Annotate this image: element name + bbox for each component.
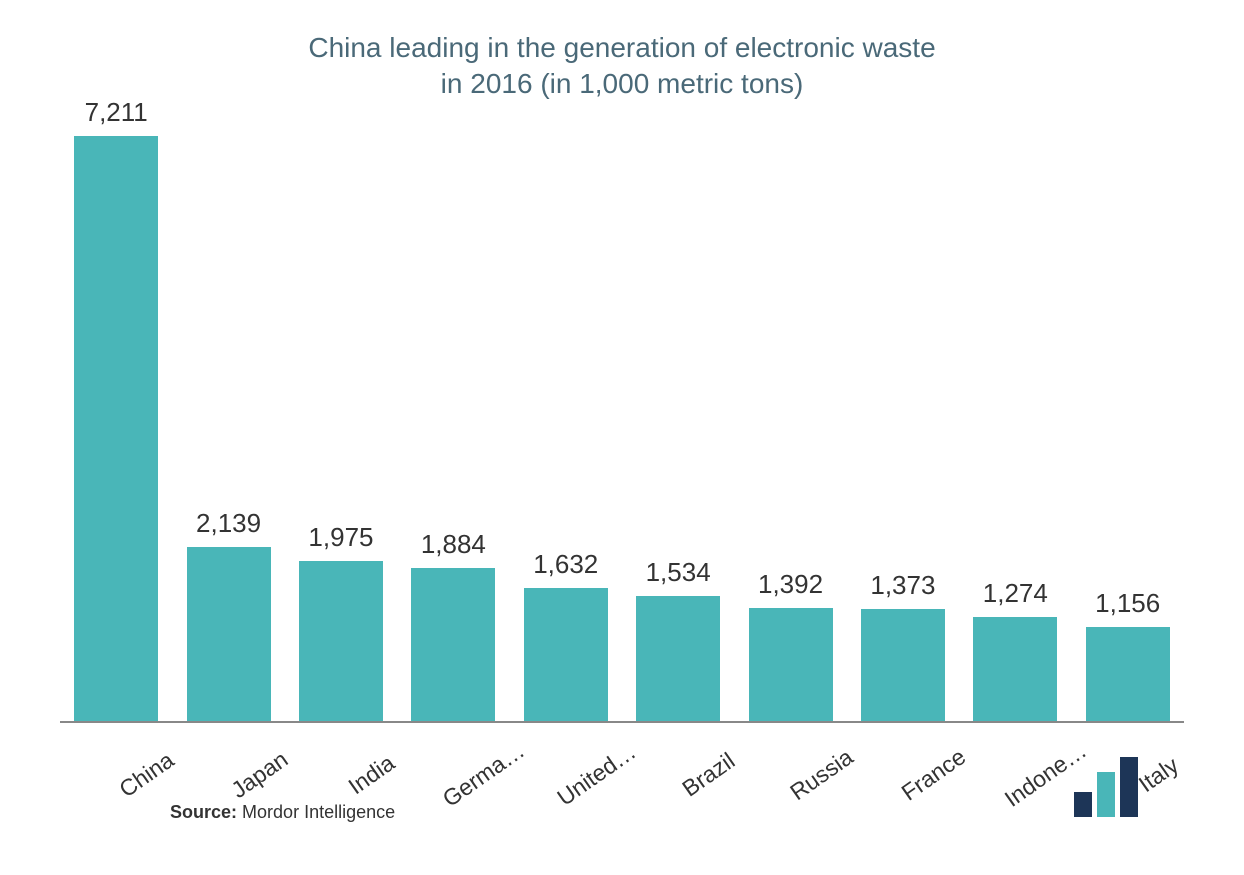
x-axis-labels: ChinaJapanIndiaGerma…United…BrazilRussia… [60,731,1184,798]
bars-wrapper: 7,211 2,139 1,975 1,884 1,632 1,534 1,392 1,373… [60,123,1184,723]
bar-group: 1,274 [959,123,1071,721]
chart-container: China leading in the generation of elect… [40,30,1204,845]
bar-group: 1,975 [285,123,397,721]
bar [411,568,495,721]
bar-group: 2,139 [172,123,284,721]
bar-value-label: 1,534 [646,557,711,588]
bar-value-label: 1,975 [308,522,373,553]
source-label: Source: [170,802,237,822]
bar [74,136,158,721]
source-text: Mordor Intelligence [242,802,395,822]
bar-group: 1,632 [510,123,622,721]
bar [636,596,720,720]
brand-logo [1069,757,1159,817]
bar-value-label: 1,632 [533,549,598,580]
bar-value-label: 1,884 [421,529,486,560]
bar-group: 1,156 [1072,123,1184,721]
bar-group: 7,211 [60,123,172,721]
bar [524,588,608,720]
bar [187,547,271,720]
bar-value-label: 2,139 [196,508,261,539]
bar [1086,627,1170,721]
logo-icon [1069,757,1159,817]
bar-value-label: 1,373 [870,570,935,601]
chart-area: 7,211 2,139 1,975 1,884 1,632 1,534 1,392 1,373… [60,123,1184,763]
bar [973,617,1057,720]
bar-group: 1,392 [734,123,846,721]
bar [299,561,383,721]
title-line-1: China leading in the generation of elect… [308,32,935,63]
bar [861,609,945,720]
chart-title: China leading in the generation of elect… [40,30,1204,103]
bar-value-label: 7,211 [85,97,148,128]
bar-value-label: 1,274 [983,578,1048,609]
bar-group: 1,534 [622,123,734,721]
bar [749,608,833,721]
bar-value-label: 1,156 [1095,588,1160,619]
bar-value-label: 1,392 [758,569,823,600]
bar-group: 1,884 [397,123,509,721]
bar-group: 1,373 [847,123,959,721]
title-line-2: in 2016 (in 1,000 metric tons) [441,68,804,99]
source-attribution: Source: Mordor Intelligence [170,802,395,823]
